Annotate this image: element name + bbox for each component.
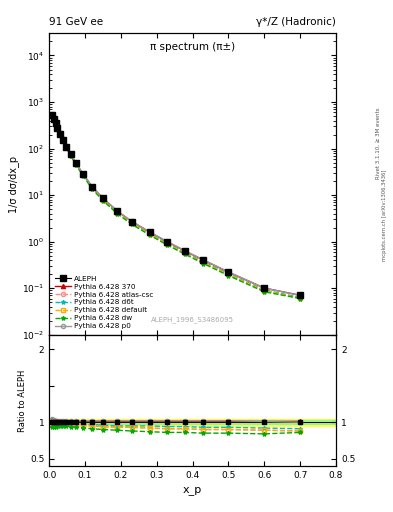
Text: 91 GeV ee: 91 GeV ee [49,16,103,27]
Legend: ALEPH, Pythia 6.428 370, Pythia 6.428 atlas-csc, Pythia 6.428 d6t, Pythia 6.428 : ALEPH, Pythia 6.428 370, Pythia 6.428 at… [53,273,155,331]
Bar [49,419,336,426]
Text: ALEPH_1996_S3486095: ALEPH_1996_S3486095 [151,316,234,323]
Text: π spectrum (π±): π spectrum (π±) [150,42,235,52]
Text: γ*/Z (Hadronic): γ*/Z (Hadronic) [256,16,336,27]
X-axis label: x_p: x_p [183,485,202,495]
Bar [49,420,336,424]
Text: Rivet 3.1.10, ≥ 3M events: Rivet 3.1.10, ≥ 3M events [376,108,380,179]
Y-axis label: Ratio to ALEPH: Ratio to ALEPH [18,369,27,432]
Y-axis label: 1/σ dσ/dx_p: 1/σ dσ/dx_p [8,156,19,212]
Text: mcplots.cern.ch [arXiv:1306.3436]: mcplots.cern.ch [arXiv:1306.3436] [382,169,387,261]
